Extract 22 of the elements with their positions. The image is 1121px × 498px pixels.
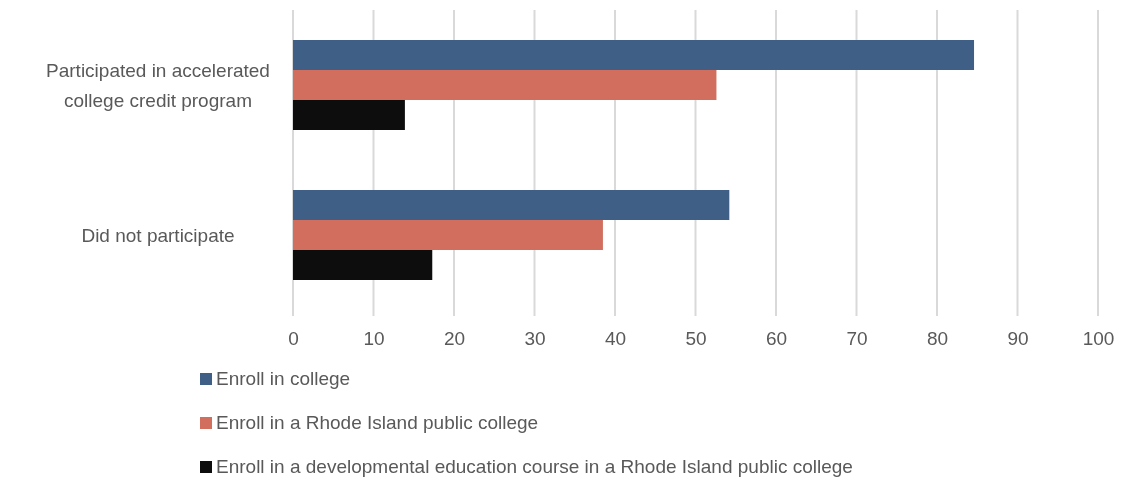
x-tick-label: 80 [926, 328, 949, 350]
y-tick-label: Participated in accelerated college credit program [46, 60, 270, 111]
bar [293, 100, 405, 130]
x-tick-label: 90 [1007, 328, 1029, 350]
legend-label: Enroll in a developmental education course in a Rhode Island public college [216, 456, 853, 477]
legend-label: Enroll in a Rhode Island public college [216, 412, 539, 433]
bar [293, 70, 717, 100]
x-tick-label: 70 [846, 328, 868, 350]
bar [293, 40, 975, 70]
bar [293, 190, 730, 220]
x-tick-label: 40 [604, 328, 627, 350]
x-tick-label: 30 [524, 328, 546, 350]
bar [293, 250, 433, 280]
x-tick-label: 20 [443, 328, 466, 350]
x-tick-label: 100 [1082, 328, 1115, 350]
y-tick-label: Did not participate [81, 225, 235, 246]
bar [293, 220, 603, 250]
x-tick-label: 10 [363, 328, 385, 350]
x-tick-label: 60 [765, 328, 788, 350]
legend-label: Enroll in college [216, 368, 351, 389]
x-tick-label: 50 [685, 328, 707, 350]
x-tick-label: 0 [288, 328, 299, 350]
